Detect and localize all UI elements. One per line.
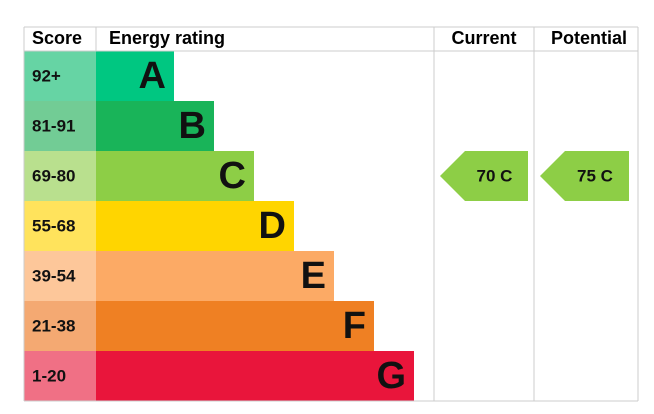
rating-letter: C — [219, 155, 246, 197]
score-label: 81-91 — [32, 116, 75, 135]
score-cell — [24, 351, 96, 401]
score-label: 21-38 — [32, 316, 75, 335]
header-potential: Potential — [551, 28, 627, 48]
rating-bar — [96, 301, 374, 351]
potential-arrow — [540, 151, 629, 201]
rating-letter: F — [343, 305, 366, 347]
score-label: 69-80 — [32, 166, 75, 185]
score-cell — [24, 201, 96, 251]
score-label: 55-68 — [32, 216, 75, 235]
score-cell — [24, 51, 96, 101]
rating-bar — [96, 101, 214, 151]
rating-letter: D — [259, 205, 286, 247]
header-score: Score — [32, 28, 82, 48]
score-label: 39-54 — [32, 266, 76, 285]
header-rating: Energy rating — [109, 28, 225, 48]
score-cell — [24, 301, 96, 351]
current-arrow — [440, 151, 528, 201]
rating-bar — [96, 251, 334, 301]
rating-bar — [96, 151, 254, 201]
current-label: 70 C — [477, 166, 513, 185]
score-label: 1-20 — [32, 366, 66, 385]
header-current: Current — [451, 28, 516, 48]
rating-bar — [96, 51, 174, 101]
rating-letter: G — [376, 355, 406, 397]
rating-letter: A — [139, 55, 166, 97]
potential-label: 75 C — [577, 166, 613, 185]
score-cell — [24, 251, 96, 301]
rating-letter: B — [179, 105, 206, 147]
score-label: 92+ — [32, 66, 61, 85]
score-cell — [24, 101, 96, 151]
rating-bar — [96, 201, 294, 251]
rating-bar — [96, 351, 414, 401]
score-cell — [24, 151, 96, 201]
rating-letter: E — [301, 255, 326, 297]
